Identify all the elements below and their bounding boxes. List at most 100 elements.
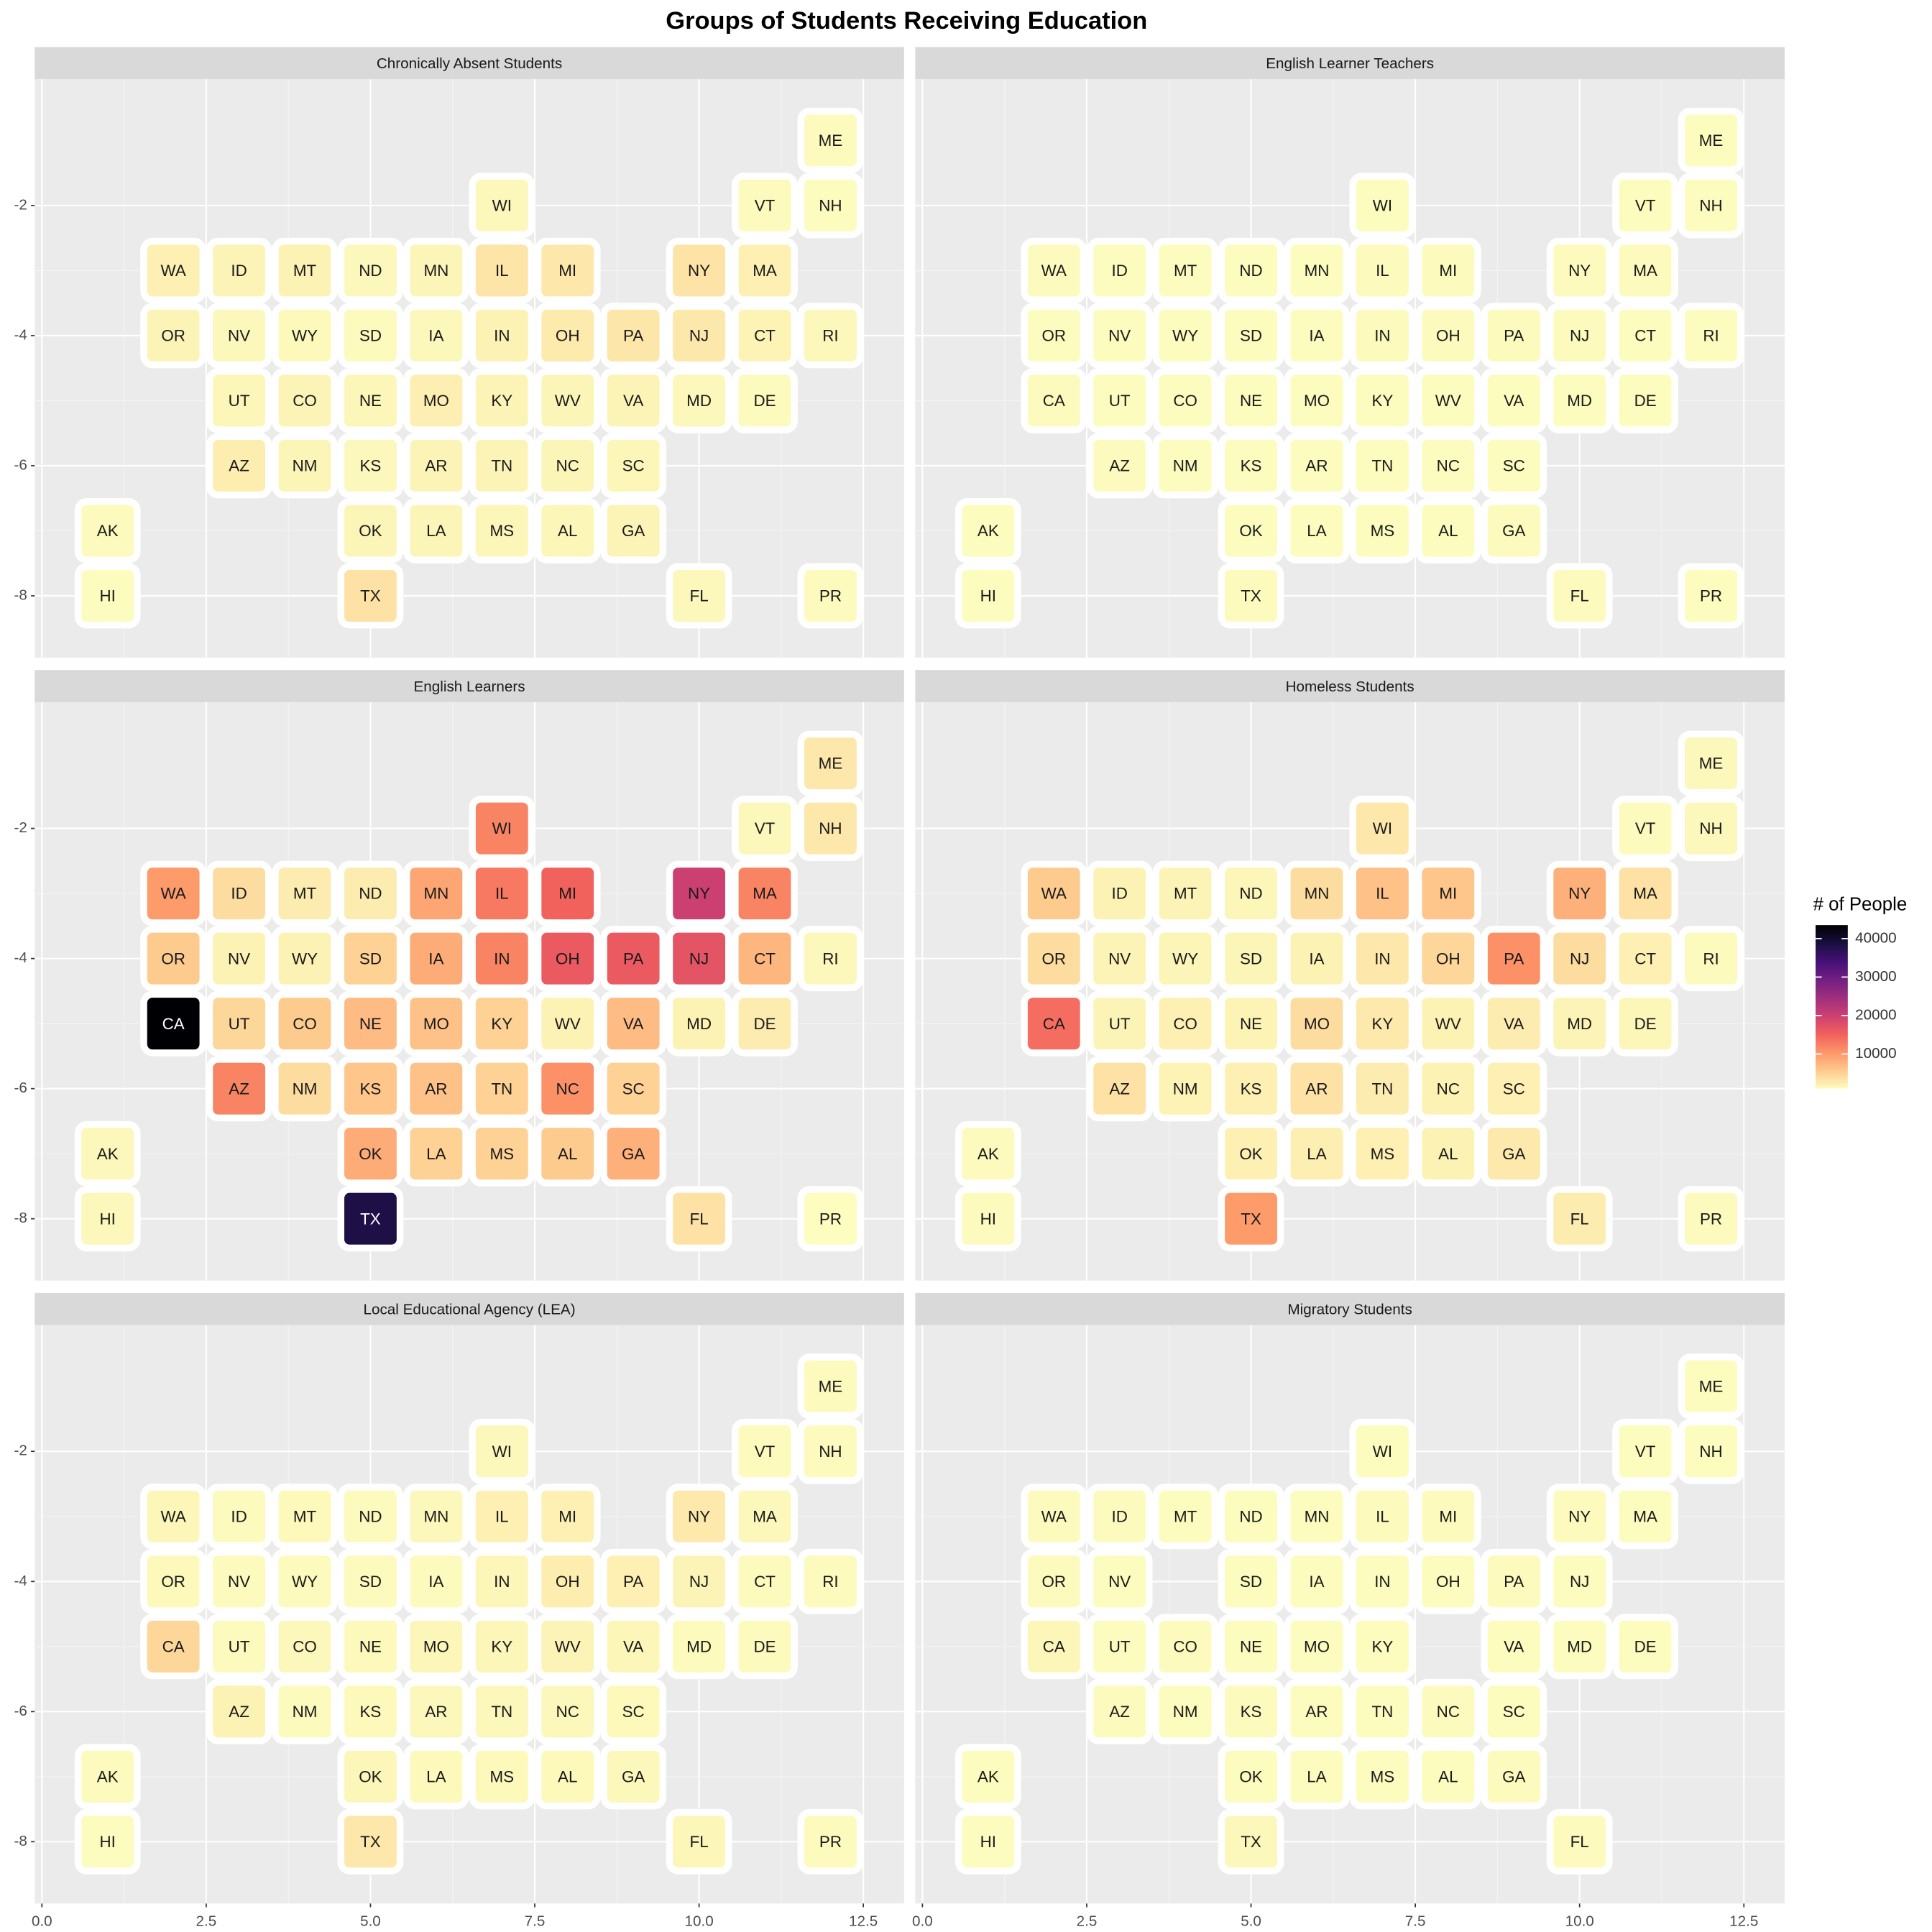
tile (1678, 563, 1744, 629)
tile (797, 926, 864, 992)
tile (1546, 1484, 1613, 1550)
tile-label: CO (1173, 392, 1197, 410)
tile-label: IN (1374, 949, 1390, 967)
tile-label: OH (556, 949, 580, 967)
tile-label: NC (1437, 1080, 1460, 1098)
tile-label: NV (1108, 1573, 1131, 1591)
tile-label: MD (1567, 1637, 1592, 1655)
tile (1612, 1418, 1679, 1484)
tile-label: MT (1174, 885, 1197, 903)
x-tick-label: 2.5 (1077, 1913, 1098, 1930)
tile-label: FL (690, 1210, 709, 1228)
tile (1218, 1548, 1284, 1614)
tile-label: MA (753, 885, 777, 903)
tile-label: AK (97, 1145, 119, 1163)
y-tick-label: -8 (14, 1833, 27, 1849)
tile-label: NJ (1570, 949, 1589, 967)
tile (954, 1744, 1021, 1810)
tile (1086, 1484, 1153, 1550)
tile-label: SC (622, 1703, 645, 1721)
tile (337, 1744, 404, 1810)
tile-label: NM (1173, 1080, 1198, 1098)
tile-label: MD (686, 1015, 712, 1033)
tile-label: PR (819, 1833, 842, 1851)
tile-label: OH (1436, 327, 1460, 345)
strip-label: English Learners (414, 678, 525, 695)
tile (206, 926, 272, 992)
tile (272, 1056, 338, 1122)
tile (402, 497, 469, 564)
x-tick-label: 7.5 (1405, 1913, 1426, 1930)
tile (1218, 860, 1284, 926)
tile-label: NJ (1570, 327, 1589, 345)
tile-label: LA (1307, 1145, 1326, 1163)
tile (1349, 367, 1416, 433)
tile (1218, 1808, 1284, 1874)
tile (1284, 1744, 1350, 1810)
tile (1021, 1548, 1087, 1614)
tile (732, 1418, 798, 1484)
tile-label: AK (978, 522, 999, 540)
tile-label: CT (1634, 949, 1656, 967)
tile (469, 1548, 535, 1614)
tile-label: WA (1041, 1507, 1067, 1525)
tile (272, 367, 338, 433)
tile (1284, 860, 1350, 926)
tile (74, 497, 141, 564)
tile-label: MO (423, 1015, 449, 1033)
tile-label: AZ (1109, 457, 1130, 475)
tile (600, 1744, 667, 1810)
tile (402, 1678, 469, 1744)
tile-label: CO (1173, 1015, 1197, 1033)
tile (1612, 860, 1679, 926)
legend-colorbar (1816, 925, 1848, 1089)
tile (469, 1744, 535, 1810)
tile (1349, 1121, 1416, 1187)
tile-label: TN (1371, 1080, 1393, 1098)
tile-label: VT (755, 197, 776, 215)
tile-label: CT (754, 1573, 776, 1591)
tile-label: IA (1309, 949, 1324, 967)
tile (337, 303, 404, 369)
tile (1481, 1056, 1547, 1122)
tile (1152, 1678, 1219, 1744)
tile (337, 860, 404, 926)
tile (1152, 860, 1219, 926)
tile-label: OR (1041, 327, 1066, 345)
tile-label: ND (359, 1507, 382, 1525)
tile-label: SD (1240, 949, 1262, 967)
tile-label: ND (1239, 1507, 1262, 1525)
tile (469, 497, 535, 564)
tile (1152, 367, 1219, 433)
tile-label: WA (161, 262, 186, 280)
tile (666, 926, 732, 992)
tile (600, 497, 667, 564)
tile (600, 1121, 667, 1187)
tile-label: UT (229, 392, 250, 410)
tile (469, 237, 535, 303)
tile (534, 1614, 601, 1680)
tile-label: GA (1502, 1145, 1525, 1163)
tile (272, 990, 338, 1057)
tile-label: PR (819, 1210, 842, 1228)
tile-label: KS (360, 1703, 382, 1721)
tile-label: VT (755, 819, 776, 837)
tile-label: NJ (689, 1573, 709, 1591)
x-tick-label: 10.0 (1565, 1913, 1594, 1930)
tile (1414, 1678, 1481, 1744)
tile (1152, 237, 1219, 303)
strip (915, 47, 1785, 80)
tile-label: MS (490, 1145, 515, 1163)
tile-label: OK (359, 522, 382, 540)
tile (797, 1548, 864, 1614)
tile (469, 303, 535, 369)
tile (732, 990, 798, 1057)
tile (1021, 1614, 1087, 1680)
tile (1349, 1418, 1416, 1484)
tile (140, 860, 207, 926)
tile (1284, 1548, 1350, 1614)
tile-label: OR (1041, 1573, 1066, 1591)
tile (1218, 433, 1284, 499)
tile-label: FL (1570, 1833, 1589, 1851)
tile (469, 926, 535, 992)
